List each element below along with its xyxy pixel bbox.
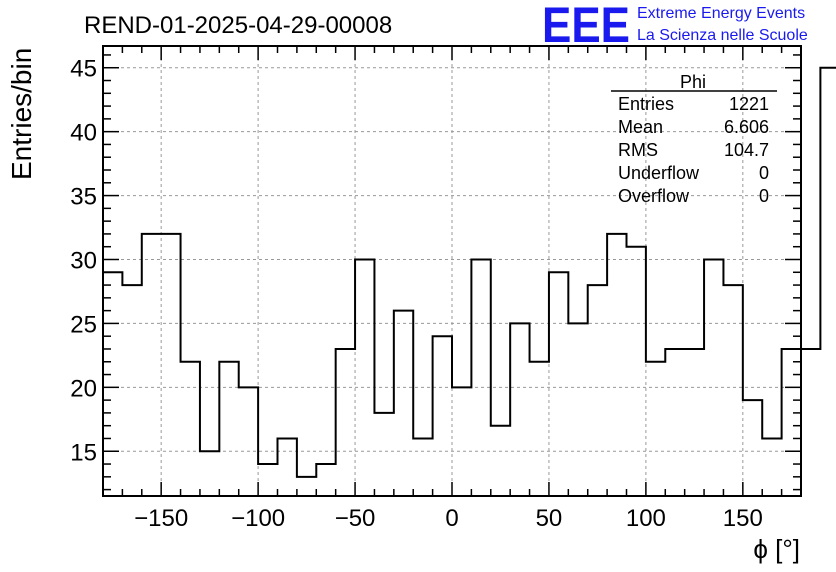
x-tick-label: −150 (134, 505, 188, 532)
stats-rows: Entries 1221 Mean 6.606 RMS 104.7 Underflow 0 Ov… (618, 94, 769, 206)
stats-label-underflow: Underflow (618, 163, 700, 183)
stats-value-mean: 6.606 (724, 117, 769, 137)
y-tick-label: 30 (70, 247, 97, 274)
logo-line-1: Extreme Energy Events (637, 5, 805, 22)
x-tick-label: 50 (536, 505, 563, 532)
stats-value-entries: 1221 (729, 94, 769, 114)
histogram-series (103, 66, 836, 478)
stats-title: Phi (680, 72, 706, 92)
x-tick-label: −100 (231, 505, 285, 532)
stats-value-underflow: 0 (759, 163, 769, 183)
y-tick-label: 35 (70, 184, 97, 211)
x-tick-label: −50 (335, 505, 376, 532)
x-tick-label: 150 (723, 505, 763, 532)
stats-value-overflow: 0 (759, 186, 769, 206)
y-axis-label: Entries/bin (6, 48, 37, 180)
stats-label-rms: RMS (618, 140, 658, 160)
y-tick-label: 25 (70, 311, 97, 338)
chart-title: REND-01-2025-04-29-00008 (84, 12, 392, 39)
x-tick-labels: −150 −100 −50 0 50 100 150 (134, 505, 763, 532)
y-tick-label: 15 (70, 439, 97, 466)
histogram-step-line (103, 66, 836, 478)
eee-logo-mark: EEE (542, 0, 630, 53)
stats-label-overflow: Overflow (618, 186, 690, 206)
y-tick-label: 20 (70, 375, 97, 402)
stats-value-rms: 104.7 (724, 140, 769, 160)
x-axis-label: ϕ [°] (753, 534, 800, 564)
y-tick-label: 45 (70, 56, 97, 83)
stats-label-entries: Entries (618, 94, 674, 114)
x-tick-label: 100 (626, 505, 666, 532)
stats-box: Phi Entries 1221 Mean 6.606 RMS 104.7 Underflo… (611, 72, 777, 206)
stats-label-mean: Mean (618, 117, 663, 137)
y-tick-labels: 15 20 25 30 35 40 45 (70, 56, 97, 467)
y-tick-label: 40 (70, 120, 97, 147)
logo-line-2: La Scienza nelle Scuole (637, 27, 808, 44)
x-tick-label: 0 (445, 505, 458, 532)
grid-lines (103, 46, 801, 496)
axis-ticks (102, 46, 802, 496)
